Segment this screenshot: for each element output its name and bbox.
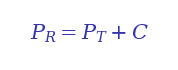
Text: $P_R = P_T + C$: $P_R = P_T + C$ [30, 22, 148, 45]
